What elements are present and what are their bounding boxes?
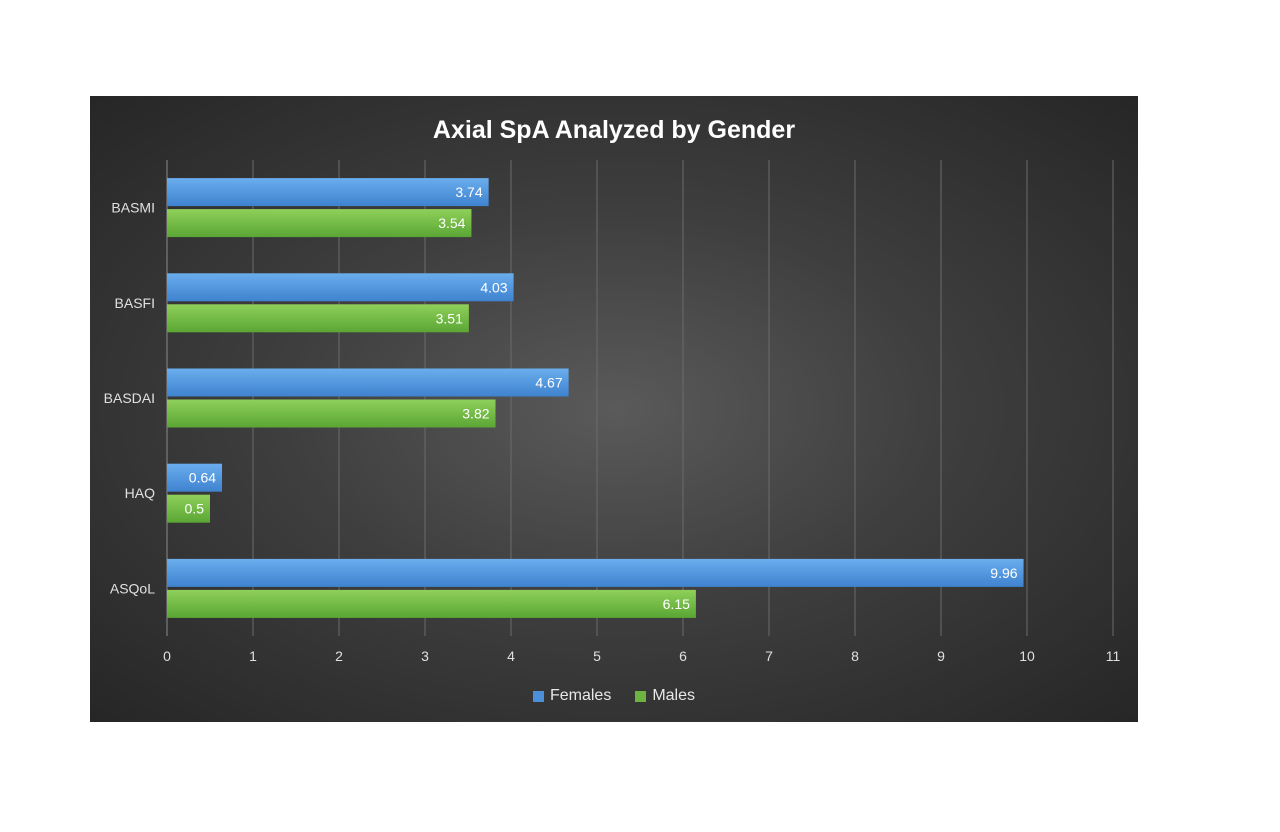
bar-females	[167, 463, 223, 492]
x-tick-label: 9	[937, 648, 945, 664]
x-tick-label: 5	[593, 648, 601, 664]
legend-swatch	[532, 690, 544, 702]
bar-males	[167, 304, 469, 333]
data-label: 3.54	[438, 215, 465, 231]
x-tick-label: 2	[335, 648, 343, 664]
x-tick-label: 4	[507, 648, 515, 664]
legend-item: Males	[635, 687, 695, 705]
legend-item: Females	[532, 687, 612, 705]
x-tick-label: 3	[421, 648, 429, 664]
data-label: 3.74	[455, 184, 482, 200]
legend-label: Males	[652, 687, 696, 704]
data-label: 0.5	[185, 501, 205, 517]
data-label: 4.03	[480, 279, 507, 295]
legend: Females Males	[90, 687, 1138, 707]
x-tick-label: 6	[679, 648, 687, 664]
data-label: 0.64	[189, 470, 216, 486]
bar-males	[167, 399, 496, 428]
chart-plot: 0 1 2 3 4 5 6 7 8 9 10 11 BASMI 3.74 3.54 BASFI 4.03 3.51…	[104, 160, 1121, 664]
x-tick-label: 11	[1106, 648, 1121, 664]
data-label: 6.15	[663, 596, 690, 612]
data-label: 3.82	[462, 406, 489, 422]
y-tick-label: BASMI	[111, 200, 155, 216]
bar-males	[167, 589, 696, 618]
x-tick-label: 0	[163, 648, 171, 664]
y-tick-label: BASDAI	[104, 390, 155, 406]
x-tick-label: 8	[851, 648, 859, 664]
legend-label: Females	[549, 687, 612, 704]
chart-panel: Axial SpA Analyzed by Gender 0 1 2 3 4 5 6 7 8 9 1…	[90, 96, 1138, 722]
x-tick-label: 10	[1019, 648, 1035, 664]
bar-males	[167, 494, 210, 523]
y-tick-label: ASQoL	[110, 580, 155, 596]
data-label: 3.51	[436, 310, 463, 326]
bar-females	[167, 368, 569, 397]
data-label: 4.67	[535, 375, 562, 391]
bar-females	[167, 178, 489, 207]
bar-females	[167, 558, 1024, 587]
bar-males	[167, 209, 472, 238]
legend-swatch	[635, 690, 647, 702]
bar-females	[167, 273, 514, 302]
data-label: 9.96	[990, 565, 1017, 581]
x-tick-label: 7	[765, 648, 773, 664]
x-tick-label: 1	[249, 648, 257, 664]
chart-title: Axial SpA Analyzed by Gender	[432, 116, 796, 144]
y-tick-label: BASFI	[115, 295, 155, 311]
y-tick-label: HAQ	[125, 485, 155, 501]
